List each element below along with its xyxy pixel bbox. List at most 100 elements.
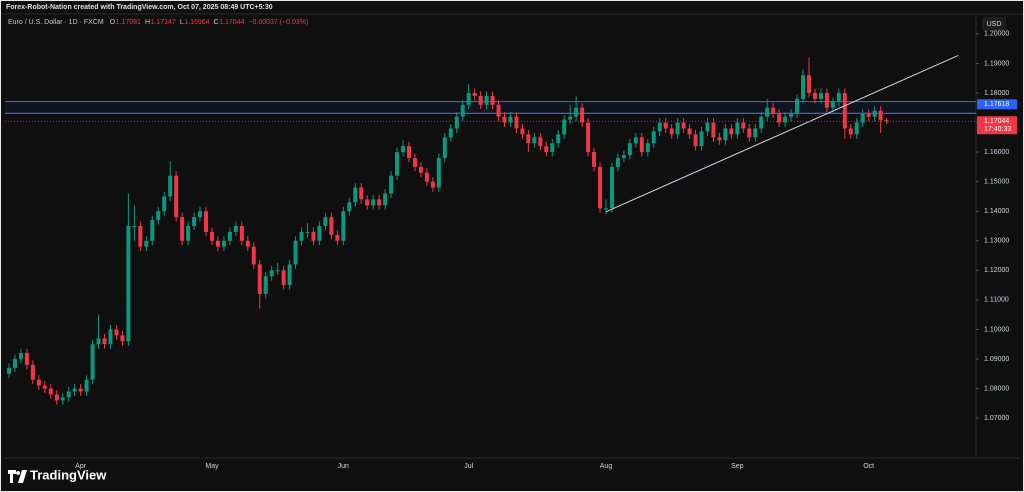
candle-body bbox=[174, 175, 179, 218]
candle-body bbox=[824, 92, 829, 108]
brand-logo bbox=[8, 470, 27, 483]
candle-body bbox=[514, 116, 519, 129]
candle-body bbox=[484, 95, 489, 105]
candle-body bbox=[120, 335, 125, 342]
candle-body bbox=[669, 128, 674, 135]
candle-body bbox=[60, 397, 65, 401]
x-tick-label: Oct bbox=[863, 463, 874, 470]
ohlc-letter: O bbox=[110, 19, 116, 26]
candle-body bbox=[830, 101, 835, 108]
candle-body bbox=[102, 338, 107, 345]
candle-body bbox=[478, 95, 483, 105]
candle-body bbox=[639, 137, 644, 153]
candle-body bbox=[269, 270, 274, 277]
candle-body bbox=[878, 110, 883, 121]
candle-body bbox=[18, 353, 23, 359]
candle-body bbox=[198, 211, 203, 218]
candle-body bbox=[836, 92, 841, 102]
candle-body bbox=[156, 211, 161, 221]
candle-body bbox=[681, 122, 686, 129]
y-tick-label: 1.07000 bbox=[984, 415, 1009, 422]
candle-body bbox=[275, 270, 280, 272]
y-tick-label: 1.15000 bbox=[984, 178, 1009, 185]
y-tick-label: 1.14000 bbox=[984, 208, 1009, 215]
candle-body bbox=[854, 122, 859, 135]
candle-body bbox=[705, 122, 710, 132]
candle-body bbox=[42, 385, 47, 389]
candle-body bbox=[108, 329, 113, 345]
candle-body bbox=[311, 231, 316, 241]
candle-body bbox=[257, 264, 262, 294]
candle-body bbox=[227, 231, 232, 241]
candle-body bbox=[36, 379, 41, 386]
candle-body bbox=[866, 113, 871, 117]
y-tick-label: 1.08000 bbox=[984, 385, 1009, 392]
candle-body bbox=[580, 107, 585, 123]
candle-body bbox=[729, 128, 734, 135]
candle-body bbox=[532, 137, 537, 144]
candle-body bbox=[430, 181, 435, 188]
candle-body bbox=[520, 128, 525, 135]
candle-body bbox=[239, 225, 244, 241]
price-label-box bbox=[977, 116, 1017, 135]
candle-body bbox=[687, 128, 692, 135]
ohlc-change: −0.00037 (−0.03%) bbox=[248, 19, 308, 26]
ohlc-letter: L bbox=[180, 19, 184, 26]
candle-body bbox=[126, 225, 131, 342]
y-tick-label: 1.11000 bbox=[984, 297, 1009, 304]
candle-body bbox=[651, 131, 656, 144]
candle-body bbox=[496, 104, 501, 117]
candle-body bbox=[884, 120, 889, 122]
candle-body bbox=[353, 187, 358, 203]
candle-body bbox=[215, 240, 220, 247]
candle-body bbox=[299, 231, 304, 241]
candle-body bbox=[329, 217, 334, 235]
ohlc-letter: H bbox=[145, 19, 150, 26]
candle-body bbox=[412, 158, 417, 167]
candle-body bbox=[621, 155, 626, 159]
candle-body bbox=[675, 122, 680, 135]
candle-body bbox=[574, 107, 579, 117]
y-tick-label: 1.10000 bbox=[984, 326, 1009, 333]
candle-body bbox=[795, 98, 800, 114]
candle-body bbox=[377, 199, 382, 206]
zone-label-box bbox=[977, 99, 1017, 110]
candle-body bbox=[598, 166, 603, 209]
candle-body bbox=[24, 353, 29, 365]
candle-body bbox=[526, 134, 531, 144]
candle-body bbox=[604, 208, 608, 210]
candle-body bbox=[221, 240, 226, 247]
plot-area bbox=[5, 54, 976, 405]
candle-body bbox=[7, 367, 11, 374]
candle-body bbox=[562, 119, 567, 135]
candle-body bbox=[448, 128, 453, 138]
candle-body bbox=[96, 338, 101, 345]
candle-body bbox=[436, 158, 441, 188]
candle-body bbox=[204, 211, 209, 232]
candle-body bbox=[383, 193, 388, 206]
trendline bbox=[605, 54, 959, 213]
candle-body bbox=[233, 225, 238, 232]
candle-body bbox=[586, 122, 591, 153]
candle-body bbox=[442, 137, 447, 159]
candle-body bbox=[287, 264, 292, 286]
candle-body bbox=[66, 391, 71, 398]
candle-body bbox=[806, 75, 811, 93]
candle-body bbox=[723, 128, 728, 141]
candle-body bbox=[389, 175, 394, 194]
candle-body bbox=[490, 95, 495, 105]
candle-body bbox=[627, 143, 632, 156]
candle-body bbox=[818, 92, 823, 99]
countdown: 17:40:33 bbox=[984, 126, 1011, 133]
candle-body bbox=[735, 122, 740, 135]
candle-body bbox=[741, 122, 746, 129]
candle-body bbox=[466, 92, 471, 105]
candle-body bbox=[371, 199, 376, 206]
x-tick-label: Jun bbox=[338, 463, 349, 470]
x-tick-label: Aug bbox=[600, 463, 613, 470]
candle-body bbox=[114, 329, 119, 336]
zone-label: 1.17618 bbox=[984, 101, 1009, 108]
candle-body bbox=[72, 388, 77, 392]
